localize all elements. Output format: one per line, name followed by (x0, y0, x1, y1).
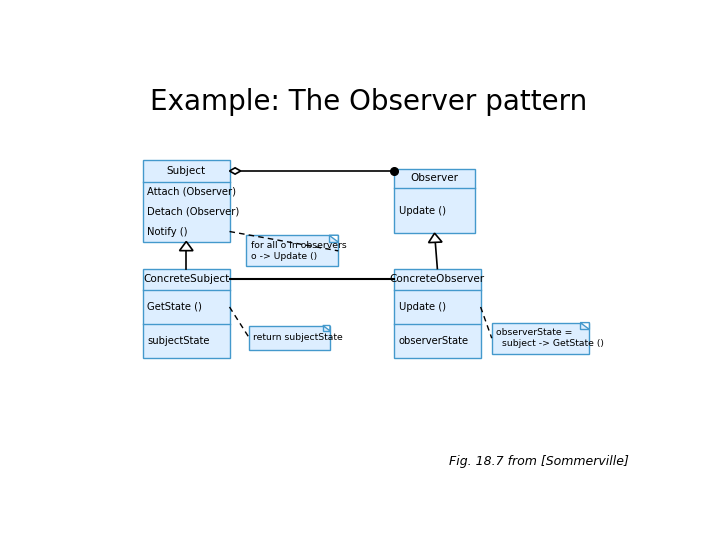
Text: return subjectState: return subjectState (253, 333, 343, 342)
Bar (143, 160, 230, 241)
Polygon shape (323, 326, 330, 331)
Polygon shape (179, 241, 193, 251)
Text: ConcreteObserver: ConcreteObserver (390, 274, 485, 284)
Text: observerState: observerState (399, 336, 469, 346)
Polygon shape (428, 233, 442, 242)
Text: Attach (Observer): Attach (Observer) (148, 186, 236, 197)
Text: Update (): Update () (399, 206, 446, 215)
Text: ConcreteSubject: ConcreteSubject (143, 274, 230, 284)
Bar (246, 235, 338, 266)
Polygon shape (230, 168, 240, 174)
Text: Update (): Update () (399, 302, 446, 312)
Text: Observer: Observer (410, 173, 459, 184)
Text: Subject: Subject (167, 166, 206, 176)
Bar (143, 268, 230, 358)
Bar (249, 326, 330, 349)
Text: Fig. 18.7 from [Sommerville]: Fig. 18.7 from [Sommerville] (449, 455, 629, 468)
Text: Notify (): Notify () (148, 226, 188, 237)
Text: Example: The Observer pattern: Example: The Observer pattern (150, 88, 588, 116)
Bar (394, 168, 475, 233)
Text: Detach (Observer): Detach (Observer) (148, 206, 240, 217)
Text: observerState =
  subject -> GetState (): observerState = subject -> GetState () (496, 328, 604, 348)
Polygon shape (580, 322, 590, 329)
Text: subjectState: subjectState (148, 336, 210, 346)
Bar (492, 322, 590, 354)
Text: GetState (): GetState () (148, 302, 202, 312)
Polygon shape (329, 235, 338, 242)
Bar (394, 268, 481, 358)
Text: for all o in observers
o -> Update (): for all o in observers o -> Update () (251, 241, 346, 261)
